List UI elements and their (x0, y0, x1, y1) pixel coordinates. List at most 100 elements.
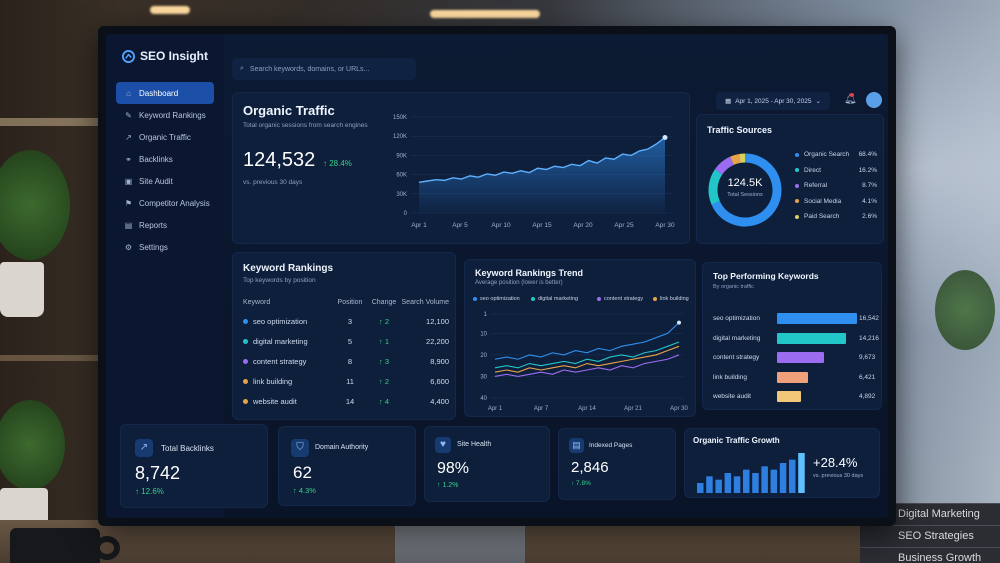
app-logo[interactable]: SEO Insight (122, 49, 208, 63)
shelf (0, 118, 100, 126)
keyword-trend-card: Keyword Rankings Trend Average position … (464, 259, 696, 417)
keyword-text: website audit (253, 396, 297, 406)
position-cell: 5 (347, 336, 353, 346)
gear-icon: ⚙ (124, 242, 133, 252)
search-input[interactable]: ⌕ Search keywords, domains, or URLs... (232, 58, 416, 80)
x-tick-label: Apr 14 (578, 406, 596, 412)
competitor-icon: ⚑ (124, 198, 133, 208)
sidebar-item-competitor-analysis[interactable]: ⚑ Competitor Analysis (116, 192, 214, 214)
growth-bar (733, 476, 741, 493)
plant (935, 270, 995, 350)
monitor: SEO Insight ⌂ Dashboard ✎ Keyword Rankings… (98, 26, 896, 526)
legend-item: link building (653, 296, 689, 302)
book: SEO Strategies (860, 525, 1000, 547)
legend-swatch (531, 297, 535, 301)
legend-item: digital marketing (531, 296, 578, 302)
x-tick-label: Apr 10 (491, 222, 511, 229)
stat-value: 2,846 (571, 459, 609, 476)
x-tick-label: Apr 5 (452, 222, 468, 229)
table-header: Keyword Position Change Search Volume (243, 293, 449, 311)
bar-label: content strategy (713, 354, 760, 361)
growth-bar (798, 453, 805, 493)
sidebar-item-keyword-rankings[interactable]: ✎ Keyword Rankings (116, 104, 214, 126)
ceiling-light (430, 10, 540, 18)
bar-value: 4,892 (859, 393, 876, 400)
table-row[interactable]: website audit 14 ↑ 4 4,400 (243, 391, 449, 411)
legend-value: 8.7% (862, 182, 877, 189)
bar-value: 6,421 (859, 373, 876, 381)
position-cell: 8 (347, 356, 353, 366)
bar (777, 391, 801, 402)
card-subtitle: Total organic sessions from search engin… (243, 122, 368, 129)
book: Business Growth (860, 547, 1000, 563)
legend-swatch (597, 297, 601, 301)
sidebar-item-dashboard[interactable]: ⌂ Dashboard (116, 82, 214, 104)
stat-change: ↑ 1.2% (437, 482, 459, 489)
growth-bar (743, 469, 750, 493)
date-range-picker[interactable]: ▦ Apr 1, 2025 - Apr 30, 2025 ⌄ (716, 92, 830, 110)
sidebar-item-organic-traffic[interactable]: ↗ Organic Traffic (116, 126, 214, 148)
stat-card-site-health: ♥ Site Health 98% ↑ 1.2% (424, 426, 550, 502)
legend-label: link building (660, 296, 689, 302)
bar (777, 352, 824, 363)
sidebar-item-label: Site Audit (139, 176, 173, 186)
stat-change: ↑ 7.8% (571, 480, 591, 487)
sidebar-item-backlinks[interactable]: ⚭ Backlinks (116, 148, 214, 170)
series-dot (243, 378, 248, 384)
table-row[interactable]: seo optimization 3 ↑ 2 12,100 (243, 311, 449, 331)
bar (777, 371, 809, 383)
traffic-icon: ↗ (125, 132, 132, 142)
table-row[interactable]: digital marketing 5 ↑ 1 22,200 (243, 331, 449, 351)
series-line (494, 341, 680, 369)
avatar[interactable] (866, 92, 882, 108)
app-name: SEO Insight (140, 49, 209, 63)
sidebar-item-settings[interactable]: ⚙ Settings (116, 236, 214, 258)
donut-slice (711, 153, 782, 227)
bar-value: 14,216 (859, 334, 879, 342)
bar-label: digital marketing (713, 334, 761, 342)
growth-bar (706, 476, 713, 493)
sidebar-item-label: Reports (139, 220, 168, 230)
keyword-text: content strategy (253, 356, 307, 366)
keyword-cell: website audit (243, 391, 333, 411)
plant-pot (0, 262, 44, 317)
legend-value: 4.1% (862, 197, 877, 205)
y-tick-label: 0 (404, 211, 408, 217)
dashboard-screen: SEO Insight ⌂ Dashboard ✎ Keyword Rankings… (106, 34, 888, 518)
legend-swatch (795, 168, 799, 172)
growth-compare: vs. previous 30 days (813, 473, 864, 479)
donut-center-value: 124.5K (727, 177, 763, 189)
legend-label: Direct (804, 166, 821, 174)
legend-label: Organic Search (804, 151, 850, 158)
legend-item: Organic Search 68.4% (795, 151, 877, 158)
bell-icon[interactable]: 🔔︎ (844, 94, 857, 105)
backlink-icon: ↗ (135, 439, 153, 457)
sidebar-item-site-audit[interactable]: ▣ Site Audit (116, 170, 214, 192)
donut-slice (714, 156, 735, 175)
volume-cell: 12,100 (426, 316, 449, 326)
sidebar-item-label: Organic Traffic (139, 132, 191, 142)
data-point-end (662, 134, 668, 140)
y-tick-label: 60K (396, 173, 407, 179)
bar-value: 16,542 (859, 315, 879, 322)
volume-cell: 22,200 (426, 336, 449, 346)
traffic-growth-bars (697, 453, 805, 493)
mug-handle (94, 536, 120, 560)
notification-dot (850, 93, 854, 97)
date-range-label: Apr 1, 2025 - Apr 30, 2025 (735, 97, 812, 105)
y-tick-label: 10 (480, 331, 487, 337)
stat-label: Domain Authority (315, 444, 369, 451)
link-icon: ⚭ (125, 154, 132, 164)
y-tick-label: 30 (480, 374, 487, 380)
series-line (494, 322, 680, 360)
bar (777, 313, 857, 324)
y-tick-label: 120K (393, 134, 407, 140)
table-row[interactable]: link building 11 ↑ 2 6,600 (243, 371, 449, 391)
x-tick-label: Apr 25 (614, 222, 634, 229)
card-subtitle: Average position (lower is better) (475, 280, 563, 286)
sidebar-item-reports[interactable]: ▤ Reports (116, 214, 214, 236)
report-icon: ▤ (124, 220, 133, 230)
table-row[interactable]: content strategy 8 ↑ 3 8,900 (243, 351, 449, 371)
change-cell: ↑ 2 (378, 316, 389, 326)
keyword-cell: seo optimization (243, 311, 333, 331)
